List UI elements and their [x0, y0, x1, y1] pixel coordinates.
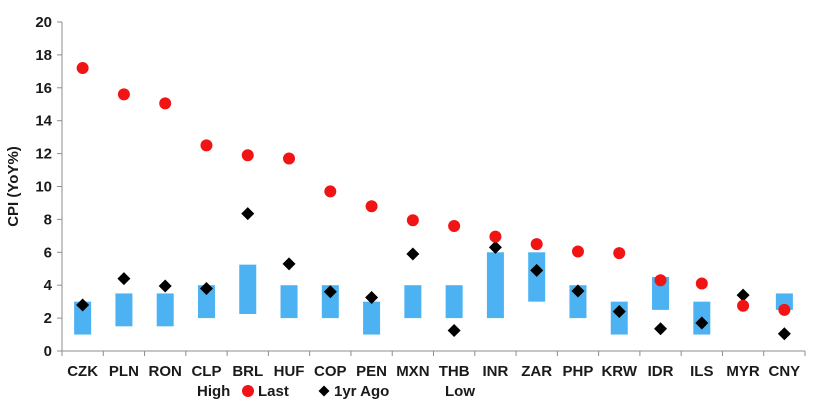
- last-marker: [695, 277, 708, 290]
- range-bar: [652, 276, 670, 310]
- last-marker: [324, 185, 337, 198]
- range-bar: [115, 293, 133, 327]
- last-marker: [737, 299, 750, 312]
- range-bar: [445, 285, 463, 319]
- year-ago-marker: [323, 285, 337, 299]
- last-marker: [530, 238, 543, 251]
- legend-label: 1yr Ago: [334, 383, 389, 400]
- last-marker: [76, 62, 89, 75]
- year-ago-marker: [612, 305, 626, 319]
- last-marker: [241, 149, 254, 162]
- year-ago-marker: [158, 279, 172, 293]
- year-ago-marker: [447, 323, 461, 337]
- range-bar: [569, 285, 587, 319]
- x-tick-label: THB: [439, 363, 470, 380]
- range-bar: [404, 285, 422, 319]
- x-tick-label: HUF: [274, 363, 305, 380]
- last-marker: [283, 152, 296, 165]
- x-tick-label: IDR: [648, 363, 674, 380]
- x-tick-label: COP: [314, 363, 347, 380]
- year-ago-marker: [406, 247, 420, 261]
- y-tick-label: 4: [44, 277, 53, 294]
- x-tick-label: RON: [149, 363, 182, 380]
- year-ago-marker: [117, 272, 131, 286]
- year-ago-marker: [365, 291, 379, 305]
- x-tick-label: ILS: [690, 363, 713, 380]
- legend-red-circle-icon: [242, 385, 254, 397]
- x-tick-label: MYR: [726, 363, 760, 380]
- year-ago-marker: [530, 263, 544, 277]
- last-marker: [571, 245, 584, 258]
- last-marker: [654, 274, 667, 287]
- year-ago-marker: [488, 240, 502, 254]
- y-tick-label: 6: [44, 244, 52, 261]
- legend-black-diamond-icon: [318, 385, 330, 397]
- range-bar: [74, 301, 92, 335]
- year-ago-marker: [654, 322, 668, 336]
- last-marker: [406, 214, 419, 227]
- x-tick-label: PHP: [563, 363, 594, 380]
- legend-label: Last: [258, 383, 289, 400]
- y-tick-label: 14: [35, 113, 52, 130]
- legend: High Last 1yr Ago Low: [197, 383, 475, 400]
- last-markers: [76, 62, 791, 316]
- last-marker: [448, 219, 461, 232]
- y-tick-label: 20: [35, 14, 52, 31]
- x-tick-label: MXN: [396, 363, 429, 380]
- x-tick-label: CLP: [191, 363, 221, 380]
- range-bar: [239, 264, 257, 314]
- legend-label: High: [197, 383, 230, 400]
- year-ago-marker: [777, 327, 791, 341]
- last-marker: [117, 88, 130, 101]
- y-tick-label: 0: [44, 343, 52, 360]
- year-ago-marker: [571, 284, 585, 298]
- y-axis-ticks: 0 2 4 6 8 10 12 14 16 18 20: [35, 14, 62, 360]
- x-tick-label: PLN: [109, 363, 139, 380]
- y-tick-label: 10: [35, 179, 52, 196]
- x-tick-label: INR: [482, 363, 508, 380]
- year-ago-marker: [282, 257, 296, 271]
- y-tick-label: 8: [44, 211, 52, 228]
- range-bar: [280, 285, 298, 319]
- year-ago-marker: [76, 298, 90, 312]
- x-tick-label: CZK: [67, 363, 98, 380]
- range-bar: [486, 252, 504, 319]
- y-tick-label: 16: [35, 80, 52, 97]
- year-ago-marker: [199, 281, 213, 295]
- y-tick-label: 18: [35, 47, 52, 64]
- x-tick-label: ZAR: [521, 363, 552, 380]
- last-marker: [489, 230, 502, 243]
- last-marker: [200, 139, 213, 152]
- last-marker: [159, 97, 172, 110]
- last-marker: [778, 303, 791, 316]
- year-ago-marker: [736, 288, 750, 302]
- x-tick-label: CNY: [769, 363, 801, 380]
- x-tick-label: KRW: [601, 363, 637, 380]
- year-ago-markers: [76, 207, 791, 341]
- range-bars: [74, 252, 793, 335]
- range-bar: [528, 252, 546, 302]
- range-bar: [363, 301, 381, 335]
- x-axis-ticks: CZK PLN RON CLP BRL HUF COP PEN MXN THB INR ZAR PHP K…: [61, 351, 806, 380]
- range-bar: [197, 285, 215, 319]
- y-tick-label: 12: [35, 146, 52, 163]
- y-axis-title: CPI (YoY%): [5, 146, 22, 227]
- range-bar: [156, 293, 174, 327]
- last-marker: [365, 200, 378, 213]
- y-tick-label: 2: [44, 310, 52, 327]
- legend-label: Low: [445, 383, 475, 400]
- x-tick-label: PEN: [356, 363, 387, 380]
- last-marker: [613, 247, 626, 260]
- x-tick-label: BRL: [232, 363, 263, 380]
- year-ago-marker: [695, 316, 709, 330]
- year-ago-marker: [241, 207, 255, 221]
